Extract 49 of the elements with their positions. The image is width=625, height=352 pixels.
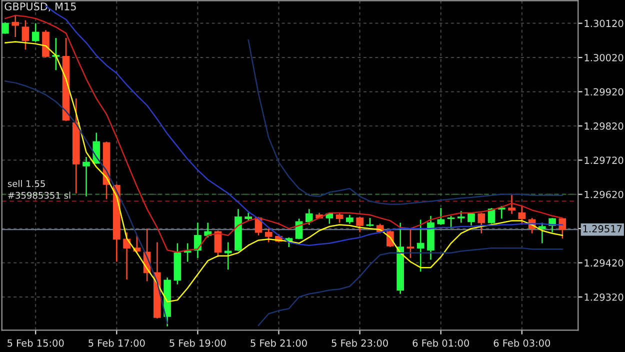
- candlestick: [92, 132, 100, 165]
- candlestick: [2, 22, 9, 35]
- candlestick: [336, 212, 344, 224]
- candlestick: [204, 222, 212, 238]
- candlestick: [264, 228, 272, 243]
- candlestick: [518, 205, 526, 224]
- candlestick: [437, 207, 445, 226]
- candlestick: [457, 210, 465, 224]
- candlestick: [406, 228, 414, 259]
- y-tick-label: 1.29820: [584, 122, 624, 130]
- candlestick: [498, 205, 506, 220]
- y-tick-label: 1.29720: [584, 156, 624, 164]
- x-tick-label: 5 Feb 23:00: [332, 339, 388, 347]
- ref-line-label: 1.29517: [583, 225, 622, 232]
- candlestick: [224, 242, 232, 270]
- candlestick: [416, 219, 424, 272]
- candlestick: [508, 194, 516, 214]
- ref-line-label: sell 1.55: [8, 180, 45, 188]
- candlestick: [478, 212, 486, 234]
- y-tick-label: 1.29420: [584, 259, 624, 267]
- candlestick: [468, 212, 475, 226]
- x-tick-label: 5 Feb 19:00: [170, 339, 226, 347]
- y-tick-label: 1.29920: [584, 88, 624, 96]
- candlestick: [82, 156, 90, 198]
- x-tick-label: 6 Feb 01:00: [412, 339, 469, 347]
- y-tick-label: 1.30020: [584, 54, 624, 62]
- candlestick: [52, 37, 60, 71]
- candlestick: [184, 242, 192, 262]
- candlestick: [194, 222, 202, 259]
- candlestick: [32, 22, 40, 42]
- x-tick-label: 5 Feb 21:00: [250, 339, 307, 347]
- candlestick: [356, 216, 364, 233]
- y-tick-label: 1.29620: [584, 190, 624, 198]
- candlestick: [123, 232, 130, 280]
- candlestick: [447, 215, 455, 230]
- x-tick-label: 5 Feb 17:00: [88, 339, 145, 347]
- line-series: [4, 41, 564, 302]
- candlestick: [538, 222, 546, 244]
- candlestick: [305, 208, 313, 226]
- candlestick: [22, 20, 30, 50]
- y-tick-label: 1.29320: [584, 293, 624, 301]
- x-tick-label: 5 Feb 15:00: [8, 339, 64, 347]
- candlestick: [214, 230, 222, 258]
- candlestick: [558, 218, 566, 240]
- ref-line-label: #35985351 sl: [8, 192, 70, 199]
- x-tick-label: 6 Feb 03:00: [494, 339, 550, 347]
- y-tick-label: 1.30120: [584, 20, 624, 28]
- candlestick: [12, 14, 20, 38]
- line-series: [248, 39, 564, 205]
